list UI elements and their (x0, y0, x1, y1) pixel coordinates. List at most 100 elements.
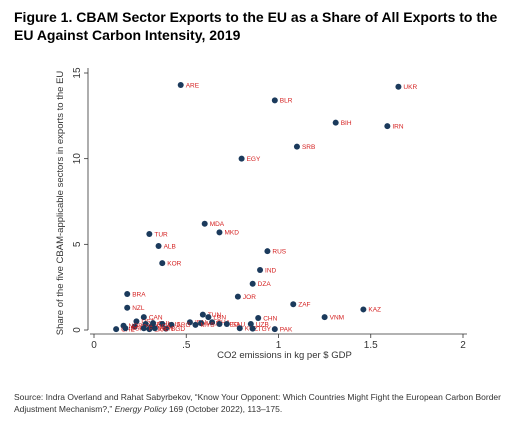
data-point (209, 319, 216, 326)
source-note: Source: Indra Overland and Rahat Sabyrbe… (14, 391, 519, 415)
data-point (264, 248, 271, 255)
data-point (271, 97, 278, 104)
point-label: UKR (403, 84, 417, 91)
data-point (192, 321, 199, 328)
data-point (140, 325, 147, 332)
point-label: TUR (154, 231, 168, 238)
scatter-chart: 0 .5 1 1.5 2 0 5 10 15 CO2 emissions in kg per $ … (55, 67, 467, 361)
data-point (255, 315, 262, 322)
point-label: MYS (200, 322, 215, 329)
point-label: KOR (167, 260, 181, 267)
point-label: KAZ (368, 307, 381, 314)
data-point (155, 243, 162, 250)
point-label: ZAF (298, 302, 310, 309)
data-point (205, 314, 212, 321)
point-label: UZB (256, 321, 269, 328)
point-label: BLR (280, 98, 293, 105)
data-point (360, 306, 367, 313)
x-tick-label: 0 (91, 340, 97, 351)
data-point (146, 326, 153, 333)
point-label: CHE (121, 326, 135, 333)
point-label: TUN (208, 312, 222, 319)
point-label: ISR (151, 321, 162, 328)
data-point (321, 314, 328, 321)
point-label: NOR (129, 323, 144, 330)
point-label: ARG (176, 322, 190, 329)
x-tick-label: .5 (182, 340, 191, 351)
data-point (198, 320, 205, 327)
point-label: KEN (160, 326, 174, 333)
point-label: MKD (224, 230, 239, 237)
data-point (151, 325, 158, 332)
point-label: BRA (132, 291, 146, 298)
data-point (249, 325, 256, 332)
point-label: GEO (224, 321, 238, 328)
data-point (124, 304, 131, 311)
point-label: CAN (149, 314, 163, 321)
data-point (249, 280, 256, 287)
point-label: LKA (154, 326, 167, 333)
data-point (293, 143, 300, 150)
data-point (238, 155, 245, 162)
point-label: EGY (247, 156, 261, 163)
data-point (257, 267, 264, 274)
data-point (290, 301, 297, 308)
data-point (384, 123, 391, 130)
data-point (216, 229, 223, 236)
data-point (223, 321, 230, 328)
data-point (271, 326, 278, 333)
source-prefix: Source: Indra Overland and Rahat Sabyrbe… (14, 392, 501, 414)
x-tick-label: 2 (460, 340, 466, 351)
data-point (159, 260, 166, 267)
y-tick-label: 10 (72, 153, 83, 165)
point-label: TGY (258, 326, 272, 333)
y-tick-label: 5 (72, 241, 83, 247)
point-label: SGP (130, 326, 144, 333)
data-point (146, 231, 153, 238)
y-axis-title: Share of the five CBAM-applicable sector… (55, 71, 66, 336)
x-tick-label: 1 (276, 340, 282, 351)
point-label: MDA (210, 221, 225, 228)
point-label: ARE (186, 82, 200, 89)
point-label: LBN (213, 314, 226, 321)
data-point (186, 319, 193, 326)
point-label: ALB (164, 243, 176, 250)
point-label: BIH (341, 120, 352, 127)
point-label: RUS (272, 248, 286, 255)
point-label: SAU (232, 321, 246, 328)
data-point (395, 83, 402, 90)
data-point (332, 119, 339, 126)
data-point (124, 291, 131, 298)
data-point (177, 81, 184, 88)
data-point (234, 293, 241, 300)
point-label: CHN (263, 315, 277, 322)
data-point (133, 318, 140, 325)
point-label: IND (265, 267, 277, 274)
point-label: IRN (392, 123, 404, 130)
point-label: JOR (243, 294, 256, 301)
data-point (168, 321, 175, 328)
x-axis-title: CO2 emissions in kg per $ GDP (217, 350, 352, 361)
data-point (247, 321, 254, 328)
data-point (131, 323, 138, 330)
data-point (162, 325, 169, 332)
point-label: PAK (280, 326, 293, 333)
data-point (216, 321, 223, 328)
data-point (140, 314, 147, 321)
data-point (122, 325, 129, 332)
point-label: VNM (330, 314, 344, 321)
axes: 0 .5 1 1.5 2 0 5 10 15 CO2 emissions in kg per $ … (55, 67, 467, 361)
data-point (159, 321, 166, 328)
source-journal: Energy Policy (114, 404, 167, 414)
data-point (113, 326, 120, 333)
point-label: SRB (302, 144, 315, 151)
y-tick-label: 15 (72, 67, 83, 79)
data-point (201, 220, 208, 227)
point-label: USA (141, 319, 155, 326)
point-label: NZL (132, 305, 145, 312)
point-label: THA (217, 320, 231, 327)
x-tick-label: 1.5 (364, 340, 378, 351)
data-point (236, 325, 243, 332)
point-label: DZA (258, 281, 272, 288)
chart-title: Figure 1. CBAM Sector Exports to the EU … (14, 9, 498, 43)
